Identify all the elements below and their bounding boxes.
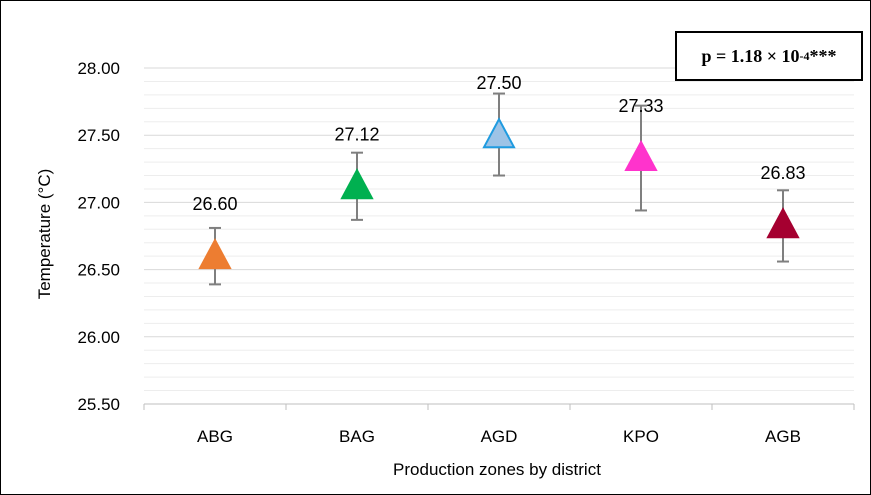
p-value-prefix: p = 1.18 × 10 [701, 45, 800, 66]
x-tick-label: AGD [481, 427, 518, 446]
y-tick-label: 28.00 [77, 59, 120, 78]
y-tick-label: 25.50 [77, 395, 120, 414]
triangle-marker [766, 207, 800, 239]
x-tick-label: ABG [197, 427, 233, 446]
triangle-marker [624, 139, 658, 172]
triangle-marker [198, 238, 232, 270]
x-tick-label: AGB [765, 427, 801, 446]
p-value-annotation: p = 1.18 × 10 -4 *** [675, 31, 863, 81]
triangle-marker [340, 168, 374, 200]
x-tick-label: KPO [623, 427, 659, 446]
data-label: 26.60 [192, 194, 237, 214]
data-label: 27.50 [476, 73, 521, 93]
data-label: 27.33 [618, 96, 663, 116]
y-axis-title: Temperature (°C) [35, 169, 54, 300]
axes [143, 403, 855, 410]
y-tick-label: 27.50 [77, 126, 120, 145]
x-tick-label: BAG [339, 427, 375, 446]
data-markers [198, 117, 800, 270]
y-tick-labels: 25.50 26.00 26.50 27.00 27.50 28.00 [77, 59, 120, 414]
y-tick-label: 26.00 [77, 328, 120, 347]
data-label: 26.83 [760, 163, 805, 183]
p-value-significance: *** [809, 45, 837, 66]
data-label: 27.12 [334, 124, 379, 144]
y-tick-label: 26.50 [77, 261, 120, 280]
x-axis-title: Production zones by district [393, 460, 601, 479]
triangle-marker [482, 117, 516, 149]
y-tick-label: 27.00 [77, 193, 120, 212]
data-labels: 26.60 27.12 27.50 27.33 26.83 [192, 73, 805, 214]
x-tick-labels: ABG BAG AGD KPO AGB [197, 427, 801, 446]
